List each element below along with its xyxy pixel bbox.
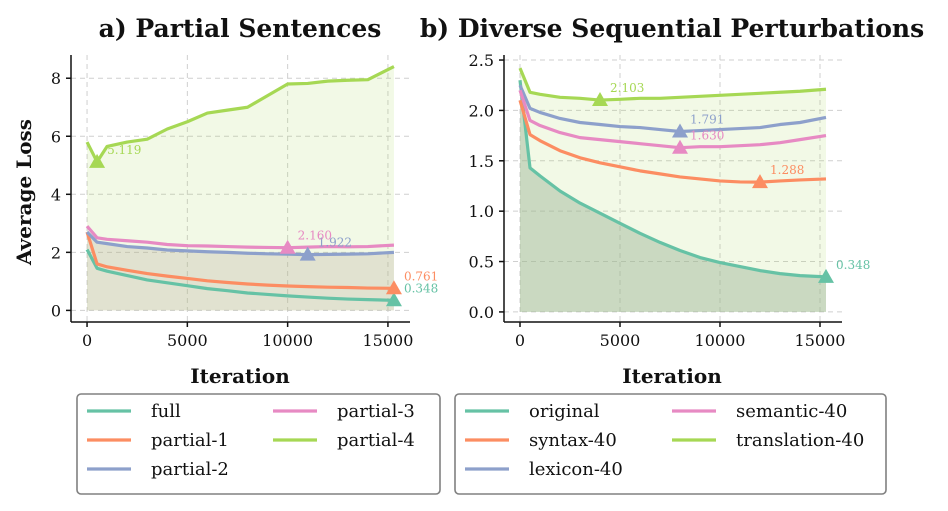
series-line-semantic-40 [518,89,827,150]
y-axis-label: Average Loss [12,119,36,266]
series-line-partial-3 [85,225,395,250]
legend: full partial-1 partial-2 partial-3 partial-4 [76,393,441,495]
legend-label: translation-40 [736,430,864,451]
marker-translation-40 [592,92,608,107]
y-tick-label: 1.0 [469,202,494,221]
legend-label: original [529,401,600,422]
series-line-original [518,80,827,279]
annotation-lexicon-40: 1.791 [690,112,724,126]
marker-partial-4 [89,153,106,168]
legend-item-partial-4: partial-4 [273,430,415,451]
x-tick-label: 5000 [167,331,208,350]
y-tick-label: 2 [51,243,61,262]
y-tick-label: 2.0 [469,101,494,120]
legend-item-original: original [465,401,600,422]
y-tick-label: 0 [51,301,61,320]
annotation-syntax-40: 1.288 [770,163,804,177]
legend-item-partial-2: partial-2 [87,459,229,480]
legend-label: partial-2 [151,459,229,480]
series-line-translation-40 [518,67,827,102]
panel-title: b) Diverse Sequential Perturbations [420,14,924,43]
marker-partial-1 [385,280,402,295]
y-tick-label: 6 [51,127,61,146]
x-axis-label: Iteration [622,364,722,388]
y-tick-label: 8 [51,69,61,88]
panel-diverse-sequential-perturbations: b) Diverse Sequential Perturbations Iter… [420,14,924,495]
marker-partial-2 [299,246,316,261]
legend: original syntax-40 lexicon-40 semantic-40 tr… [454,393,887,495]
panel-partial-sentences: a) Partial Sentences Iteration Average L… [12,14,441,495]
legend-label: lexicon-40 [529,459,623,480]
marker-full [385,292,402,307]
annotation-partial-2: 1.922 [318,236,352,250]
area-original [520,80,826,312]
legend-item-partial-1: partial-1 [87,430,229,451]
x-tick-label: 5000 [600,331,641,350]
annotation-original: 0.348 [836,258,870,272]
legend-item-full: full [87,401,181,422]
y-tick-label: 1.5 [469,152,494,171]
legend-label: semantic-40 [736,401,847,422]
legend-label: partial-1 [151,430,229,451]
legend-label: syntax-40 [529,430,617,451]
x-tick-label: 10000 [262,331,313,350]
y-tick-label: 0.0 [469,303,494,322]
x-tick-label: 15000 [795,331,846,350]
legend-item-semantic-40: semantic-40 [672,401,847,422]
x-tick-label: 0 [82,331,92,350]
series-line-partial-2 [85,230,395,257]
shaded-band [87,232,394,311]
series-line-full [85,248,394,302]
legend-item-lexicon-40: lexicon-40 [465,459,623,480]
marker-partial-3 [279,239,296,254]
legend-label: partial-3 [337,401,415,422]
legend-box [76,393,441,495]
legend-item-syntax-40: syntax-40 [465,430,617,451]
y-tick-label: 0.5 [469,253,494,272]
x-tick-label: 10000 [695,331,746,350]
annotation-full: 0.348 [404,281,438,295]
legend-box [454,393,887,495]
series-line-partial-4 [85,65,395,164]
legend-label: partial-4 [337,430,415,451]
x-axis-label: Iteration [190,364,290,388]
x-tick-label: 0 [515,331,525,350]
y-tick-label: 4 [51,185,61,204]
annotation-partial-3: 2.160 [298,229,332,243]
series-line-partial-1 [85,231,394,290]
legend-item-translation-40: translation-40 [672,430,864,451]
series-line-syntax-40 [518,99,827,184]
legend-item-partial-3: partial-3 [273,401,415,422]
marker-original [818,268,834,283]
marker-syntax-40 [752,174,768,189]
marker-lexicon-40 [672,123,688,138]
annotation-partial-1: 0.761 [404,269,438,283]
marker-semantic-40 [672,139,688,154]
annotation-partial-4: 5.119 [107,143,141,157]
series-line-lexicon-40 [518,84,827,134]
x-tick-label: 15000 [362,331,413,350]
annotation-translation-40: 2.103 [610,81,644,95]
plot-area: 0.348 1.288 1.791 1.630 2.103 0 5000 10000 15000… [469,51,871,350]
annotation-semantic-40: 1.630 [690,129,724,143]
legend-label: full [151,401,181,422]
y-tick-label: 2.5 [469,51,494,70]
panel-title: a) Partial Sentences [99,14,382,43]
shaded-band [520,80,826,312]
